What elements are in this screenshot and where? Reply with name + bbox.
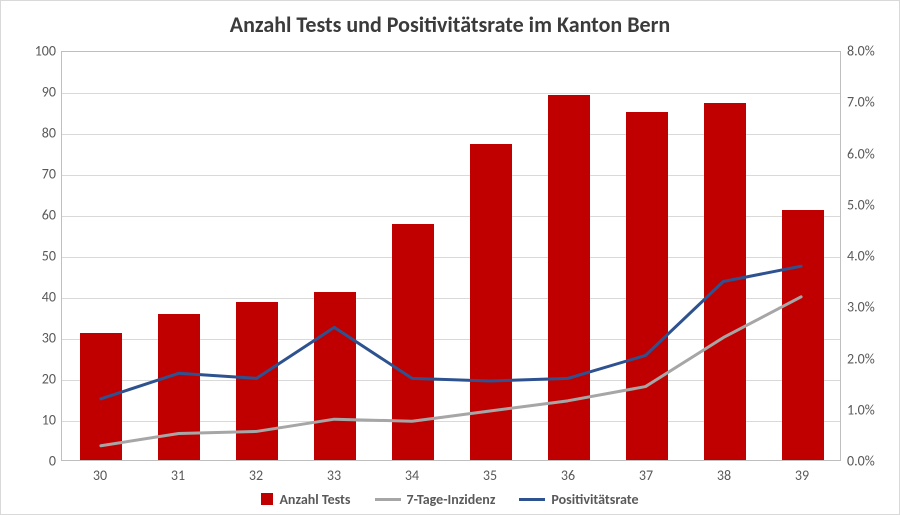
y-left-tick-label: 30 bbox=[6, 330, 56, 347]
legend-label-bars: Anzahl Tests bbox=[279, 491, 350, 508]
bar bbox=[158, 314, 201, 460]
y-left-tick-label: 10 bbox=[6, 412, 56, 429]
legend-swatch-line-icon bbox=[519, 498, 545, 501]
x-tick-label: 37 bbox=[639, 467, 653, 484]
plot-area bbox=[61, 51, 841, 461]
bar bbox=[626, 112, 669, 461]
y-left-tick-label: 70 bbox=[6, 166, 56, 183]
legend-item-line2: Positivitätsrate bbox=[519, 491, 638, 508]
y-axis-right: 0.0%1.0%2.0%3.0%4.0%5.0%6.0%7.0%8.0% bbox=[847, 51, 897, 461]
legend: Anzahl Tests 7-Tage-Inzidenz Positivität… bbox=[1, 487, 899, 511]
y-left-tick-label: 0 bbox=[6, 453, 56, 470]
y-left-tick-label: 60 bbox=[6, 207, 56, 224]
gridline bbox=[62, 93, 840, 94]
line-7-tage-inzidenz bbox=[101, 297, 801, 446]
legend-label-line2: Positivitätsrate bbox=[551, 491, 638, 508]
y-right-tick-label: 3.0% bbox=[847, 299, 897, 316]
y-left-tick-label: 20 bbox=[6, 371, 56, 388]
y-right-tick-label: 6.0% bbox=[847, 145, 897, 162]
y-right-tick-label: 2.0% bbox=[847, 350, 897, 367]
chart-container: Anzahl Tests und Positivitätsrate im Kan… bbox=[0, 0, 900, 515]
bar bbox=[314, 292, 357, 460]
y-axis-left: 0102030405060708090100 bbox=[6, 51, 56, 461]
x-axis: 30 31 32 33 34 35 36 37 38 39 bbox=[61, 463, 841, 487]
bar bbox=[548, 95, 591, 460]
legend-item-line1: 7-Tage-Inzidenz bbox=[375, 491, 496, 508]
y-right-tick-label: 0.0% bbox=[847, 453, 897, 470]
chart-title: Anzahl Tests und Positivitätsrate im Kan… bbox=[1, 1, 899, 42]
legend-swatch-bar-icon bbox=[261, 493, 273, 505]
bar bbox=[392, 224, 435, 460]
x-tick-label: 34 bbox=[405, 467, 419, 484]
x-tick-label: 35 bbox=[483, 467, 497, 484]
bar bbox=[782, 210, 825, 460]
y-right-tick-label: 5.0% bbox=[847, 196, 897, 213]
y-left-tick-label: 90 bbox=[6, 84, 56, 101]
y-left-tick-label: 100 bbox=[6, 43, 56, 60]
legend-item-bars: Anzahl Tests bbox=[261, 491, 350, 508]
x-tick-label: 32 bbox=[249, 467, 263, 484]
x-tick-label: 31 bbox=[171, 467, 185, 484]
bar bbox=[704, 103, 747, 460]
x-tick-label: 36 bbox=[561, 467, 575, 484]
y-right-tick-label: 8.0% bbox=[847, 43, 897, 60]
y-left-tick-label: 50 bbox=[6, 248, 56, 265]
x-tick-label: 33 bbox=[327, 467, 341, 484]
x-tick-label: 39 bbox=[795, 467, 809, 484]
bar bbox=[470, 144, 513, 460]
y-right-tick-label: 1.0% bbox=[847, 401, 897, 418]
y-right-tick-label: 4.0% bbox=[847, 248, 897, 265]
y-left-tick-label: 80 bbox=[6, 125, 56, 142]
line-positivitaetsrate bbox=[101, 266, 801, 399]
x-tick-label: 30 bbox=[93, 467, 107, 484]
bar bbox=[80, 333, 123, 460]
legend-swatch-line-icon bbox=[375, 498, 401, 501]
y-right-tick-label: 7.0% bbox=[847, 94, 897, 111]
x-tick-label: 38 bbox=[717, 467, 731, 484]
legend-label-line1: 7-Tage-Inzidenz bbox=[407, 491, 496, 508]
bar bbox=[236, 302, 279, 460]
y-left-tick-label: 40 bbox=[6, 289, 56, 306]
